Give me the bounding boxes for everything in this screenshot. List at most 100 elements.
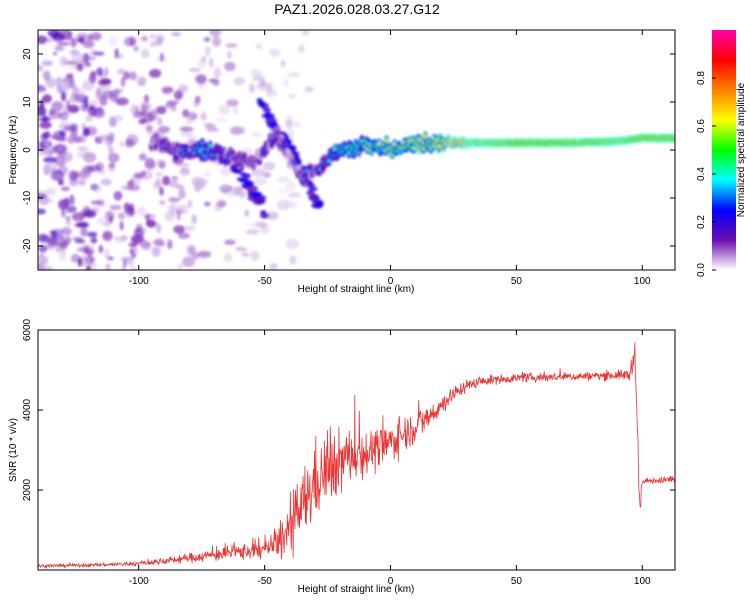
heatmap-noise-cell: [138, 153, 147, 161]
heatmap-ridge-mid: [678, 136, 682, 140]
heatmap-noise-cell: [204, 171, 211, 177]
heatmap-noise-cell: [238, 189, 246, 199]
heatmap-noise-cell: [167, 239, 173, 250]
heatmap-noise-cell: [128, 203, 135, 211]
heatmap-noise-cell: [74, 222, 88, 228]
heatmap-noise-cell: [104, 248, 110, 259]
heatmap-noise-cell: [85, 115, 93, 122]
colorbar-tick-label: 0.6: [696, 119, 707, 133]
heatmap-noise-cell: [66, 205, 78, 213]
heatmap-noise-cell: [173, 225, 185, 234]
spectrogram-y-label: Frequency (Hz): [8, 116, 19, 185]
heatmap-noise-cell: [187, 135, 197, 141]
heatmap-noise-cell: [226, 99, 239, 107]
heatmap-noise-cell: [38, 233, 49, 243]
heatmap-noise-cell: [69, 194, 75, 206]
heatmap-noise-cell: [70, 38, 77, 48]
heatmap-noise-cell: [77, 257, 83, 268]
heatmap-noise-cell: [284, 78, 289, 87]
heatmap-branch-cell: [258, 197, 266, 204]
heatmap-noise-cell: [119, 140, 125, 148]
colorbar-tick-label: 0.2: [696, 215, 707, 229]
heatmap-noise-cell: [126, 184, 141, 191]
heatmap-noise-cell: [183, 225, 196, 232]
spectrogram-x-label: Height of straight line (km): [298, 284, 415, 295]
heatmap-noise-cell: [112, 115, 124, 122]
heatmap-ridge-core: [408, 139, 413, 143]
heatmap-noise-cell: [38, 208, 46, 215]
heatmap-noise-cell: [104, 136, 114, 147]
x-tick-label: 100: [634, 276, 651, 287]
heatmap-noise-cell: [208, 78, 218, 83]
heatmap-noise-cell: [60, 137, 67, 142]
heatmap-noise-cell: [79, 104, 86, 112]
x-tick-label: 0: [388, 276, 394, 287]
heatmap-noise-cell: [61, 83, 72, 90]
heatmap-noise-cell: [50, 168, 61, 174]
heatmap-noise-cell: [175, 208, 189, 214]
heatmap-noise-cell: [104, 67, 109, 77]
heatmap-noise-cell: [269, 48, 281, 57]
heatmap-noise-cell: [197, 250, 212, 258]
heatmap-noise-cell: [82, 40, 95, 49]
heatmap-noise-cell: [262, 161, 276, 171]
heatmap-ridge-core: [174, 155, 178, 158]
y-tick-label: 20: [22, 48, 33, 60]
heatmap-noise-cell: [79, 87, 86, 97]
heatmap-branch-cell: [260, 212, 270, 219]
heatmap-noise-cell: [141, 48, 150, 59]
x-tick-label: 50: [511, 576, 523, 587]
heatmap-branch-cell: [306, 190, 315, 196]
heatmap-noise-cell: [253, 177, 268, 186]
heatmap-noise-cell: [156, 106, 167, 115]
heatmap-noise-cell: [171, 32, 182, 37]
heatmap-noise-cell: [102, 230, 113, 242]
heatmap-noise-cell: [49, 230, 57, 235]
heatmap-noise-cell: [224, 61, 236, 72]
heatmap-noise-cell: [145, 124, 153, 132]
heatmap-noise-cell: [70, 128, 78, 138]
heatmap-noise-cell: [59, 130, 66, 138]
heatmap-noise-cell: [40, 266, 54, 270]
heatmap-noise-cell: [166, 100, 180, 105]
heatmap-noise-cell: [269, 263, 278, 270]
heatmap-noise-cell: [133, 172, 145, 179]
heatmap-ridge-mid: [677, 135, 681, 139]
heatmap-noise-cell: [206, 123, 217, 133]
colorbar-tick-label: 0.0: [696, 263, 707, 277]
heatmap-noise-cell: [97, 168, 106, 175]
heatmap-noise-cell: [124, 139, 135, 148]
heatmap-noise-cell: [88, 100, 99, 107]
heatmap-ridge-core: [676, 137, 680, 139]
heatmap-noise-cell: [88, 33, 93, 43]
heatmap-noise-cell: [61, 186, 70, 192]
heatmap-noise-cell: [99, 85, 113, 90]
heatmap-noise-cell: [203, 201, 211, 207]
heatmap-noise-cell: [213, 67, 221, 79]
heatmap-noise-cell: [45, 244, 55, 250]
heatmap-noise-cell: [159, 186, 164, 196]
heatmap-noise-cell: [156, 116, 162, 126]
heatmap-noise-cell: [215, 117, 227, 123]
heatmap-noise-cell: [159, 200, 166, 206]
snr-line: [38, 342, 675, 570]
heatmap-noise-cell: [80, 227, 88, 237]
heatmap-noise-cell: [141, 36, 148, 42]
heatmap-noise-cell: [212, 36, 222, 47]
heatmap-noise-cell: [155, 223, 162, 234]
heatmap-noise-cell: [57, 235, 62, 244]
heatmap-noise-cell: [113, 88, 124, 93]
heatmap-noise-cell: [284, 201, 298, 209]
heatmap-ridge-core: [384, 139, 389, 142]
heatmap-noise-cell: [108, 215, 113, 224]
heatmap-noise-cell: [177, 263, 184, 270]
heatmap-noise-cell: [130, 252, 137, 259]
heatmap-noise-cell: [232, 106, 239, 115]
heatmap-noise-cell: [235, 246, 248, 252]
colorbar-tick-label: 0.8: [696, 71, 707, 85]
heatmap-noise-cell: [130, 234, 145, 244]
heatmap-noise-cell: [182, 256, 195, 268]
heatmap-ridge-core: [153, 145, 158, 148]
